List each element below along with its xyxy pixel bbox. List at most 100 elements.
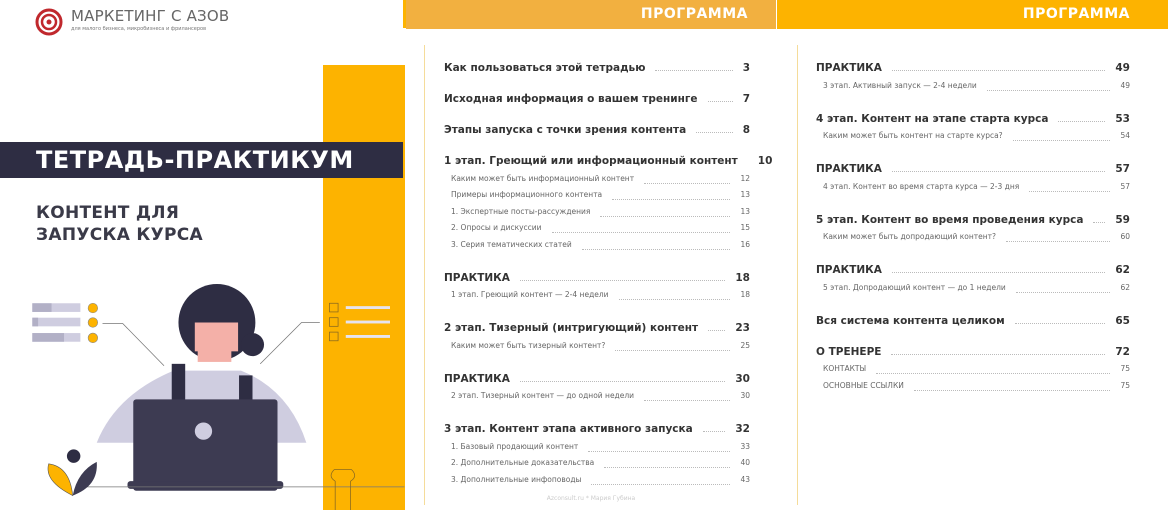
toc-entry[interactable]: 2. Дополнительные доказательства 40 xyxy=(444,455,750,472)
dot-leader xyxy=(588,450,731,452)
toc-entry[interactable]: ПРАКТИКА 30 xyxy=(444,371,750,385)
dot-leader xyxy=(876,373,1111,374)
toc-entry-title: 4 этап. Контент на этапе старта курса xyxy=(816,112,1049,125)
toc-entry-page: 13 xyxy=(740,206,750,216)
toc-entry[interactable]: КОНТАКТЫ 75 xyxy=(816,361,1130,378)
accent-strip xyxy=(403,0,406,28)
toc-entry[interactable]: Каким может быть тизерный контент? 25 xyxy=(444,337,750,354)
toc-entry[interactable]: 2. Опросы и дискуссии 15 xyxy=(444,220,750,237)
toc-entry[interactable]: 3 этап. Контент этапа активного запуска 3… xyxy=(444,421,750,435)
toc-entry-title: 5 этап. Допродающий контент — до 1 недел… xyxy=(823,282,1006,292)
toc-entry-title: Этапы запуска с точки зрения контента xyxy=(444,124,687,136)
toc-entry-title: 5 этап. Контент во время проведения курс… xyxy=(816,213,1084,226)
toc-entry[interactable]: 5 этап. Допродающий контент — до 1 недел… xyxy=(816,279,1130,296)
toc-entry[interactable]: Исходная информация о вашем тренинге 7 xyxy=(444,91,750,105)
dot-leader xyxy=(581,248,731,250)
dot-leader xyxy=(708,330,726,331)
dot-leader xyxy=(644,400,731,401)
toc-entry[interactable]: 2 этап. Тизерный (интригующий) контент 23 xyxy=(444,320,750,334)
page-header: ПРОГРАММА xyxy=(406,0,776,29)
subtitle-line: КОНТЕНТ ДЛЯ xyxy=(36,203,180,223)
toc-entry-page: 15 xyxy=(740,223,750,232)
toc-entry[interactable]: ПРАКТИКА 57 xyxy=(816,161,1130,175)
dot-leader xyxy=(1006,241,1111,242)
toc-entry-page: 12 xyxy=(740,173,750,183)
toc-entry-title: ОСНОВНЫЕ ССЫЛКИ xyxy=(823,380,904,390)
toc-entry-page: 18 xyxy=(740,290,750,299)
accent-bar xyxy=(323,65,405,510)
toc-entry-title: ПРАКТИКА xyxy=(444,271,510,284)
toc-entry-page: 72 xyxy=(1115,345,1130,358)
toc-entry[interactable]: 3. Серия тематических статей 16 xyxy=(444,236,750,253)
toc-entry-title: 3. Дополнительные инфоповоды xyxy=(451,474,582,484)
dot-leader xyxy=(519,279,726,281)
logo-name: МАРКЕТИНГ С АЗОВ xyxy=(71,7,230,25)
dot-leader xyxy=(707,101,733,102)
dot-leader xyxy=(618,299,731,300)
cover-subtitle: КОНТЕНТ ДЛЯ ЗАПУСКА КУРСА xyxy=(36,202,203,246)
toc-entry[interactable]: Вся система контента целиком 65 xyxy=(816,313,1130,327)
toc-entry[interactable]: 5 этап. Контент во время проведения курс… xyxy=(816,212,1130,226)
dot-leader xyxy=(891,171,1106,172)
toc-entry[interactable]: Каким может быть допродающий контент? 60 xyxy=(816,229,1130,246)
toc-entry-title: 1 этап. Греющий контент — 2-4 недели xyxy=(451,290,609,299)
toc-entry[interactable]: Каким может быть контент на старте курса… xyxy=(816,128,1130,145)
dot-leader xyxy=(604,467,731,468)
toc-entry-title: Каким может быть допродающий контент? xyxy=(823,232,997,241)
toc-entry-title: ПРАКТИКА xyxy=(816,163,882,175)
cover-title: ТЕТРАДЬ-ПРАКТИКУМ xyxy=(0,142,403,178)
toc-entry-page: 16 xyxy=(740,239,750,249)
dot-leader xyxy=(1014,322,1106,324)
toc-entry[interactable]: Этапы запуска с точки зрения контента 8 xyxy=(444,122,750,136)
toc-entry[interactable]: ОСНОВНЫЕ ССЫЛКИ 75 xyxy=(816,377,1130,394)
dot-leader xyxy=(591,483,731,485)
dot-leader xyxy=(1058,120,1106,122)
toc-entry-page: 62 xyxy=(1120,282,1130,292)
target-logo-icon xyxy=(35,8,63,36)
woman-laptop-illustration xyxy=(32,284,405,510)
toc-entry[interactable]: Каким может быть информационный контент 1… xyxy=(444,170,750,187)
cover-page: МАРКЕТИНГ С АЗОВ для малого бизнеса, мик… xyxy=(0,0,406,520)
toc-entry-title: Каким может быть тизерный контент? xyxy=(451,340,606,350)
toc-entry[interactable]: 1. Экспертные посты-рассуждения 13 xyxy=(444,203,750,220)
toc-entry[interactable]: 1. Базовый продающий контент 33 xyxy=(444,438,750,455)
toc-entry[interactable]: ПРАКТИКА 49 xyxy=(816,60,1130,74)
toc-entry[interactable]: 2 этап. Тизерный контент — до одной неде… xyxy=(444,388,750,405)
table-of-contents: Как пользоваться этой тетрадью 3 Исходная … xyxy=(444,60,772,488)
toc-entry-page: 8 xyxy=(742,124,750,136)
toc-entry-page: 43 xyxy=(740,474,750,484)
toc-page-left: ПРОГРАММА Как пользоваться этой тетрадью… xyxy=(406,0,776,520)
dot-leader xyxy=(612,199,731,200)
toc-entry-page: 13 xyxy=(740,190,750,199)
dot-leader xyxy=(551,232,731,233)
toc-entry-title: ПРАКТИКА xyxy=(444,372,510,385)
toc-entry-page: 33 xyxy=(740,441,750,451)
toc-entry[interactable]: ПРАКТИКА 62 xyxy=(816,262,1130,276)
dot-leader xyxy=(644,182,731,184)
toc-entry-title: 1. Экспертные посты-рассуждения xyxy=(451,206,591,216)
toc-entry[interactable]: ПРАКТИКА 18 xyxy=(444,270,750,284)
toc-entry[interactable]: 4 этап. Контент на этапе старта курса 53 xyxy=(816,111,1130,125)
toc-entry[interactable]: Примеры информационного контента 13 xyxy=(444,187,750,204)
toc-entry[interactable]: 3 этап. Активный запуск — 2-4 недели 49 xyxy=(816,77,1130,94)
toc-entry-title: Исходная информация о вашем тренинге xyxy=(444,93,698,105)
logo-tagline: для малого бизнеса, микробизнеса и фрила… xyxy=(71,26,207,32)
dot-leader xyxy=(891,70,1106,71)
toc-entry[interactable]: 1 этап. Греющий или информационный конте… xyxy=(444,153,772,167)
toc-entry-title: 2. Дополнительные доказательства xyxy=(451,458,595,467)
toc-entry-page: 30 xyxy=(740,391,750,400)
dot-leader xyxy=(891,272,1106,273)
toc-entry[interactable]: Как пользоваться этой тетрадью 3 xyxy=(444,60,750,74)
toc-entry-page: 3 xyxy=(742,62,750,74)
toc-entry[interactable]: 4 этап. Контент во время старта курса — … xyxy=(816,178,1130,195)
toc-entry[interactable]: О ТРЕНЕРЕ 72 xyxy=(816,344,1130,358)
margin-line xyxy=(797,45,798,505)
toc-entry-page: 75 xyxy=(1120,364,1130,373)
toc-entry[interactable]: 3. Дополнительные инфоповоды 43 xyxy=(444,471,750,488)
toc-entry[interactable]: 1 этап. Греющий контент — 2-4 недели 18 xyxy=(444,287,750,304)
toc-page-right: ПРОГРАММА ПРАКТИКА 49 3 этап. Активный зап… xyxy=(777,0,1168,520)
toc-entry-title: 3 этап. Активный запуск — 2-4 недели xyxy=(823,80,977,90)
toc-entry-title: Вся система контента целиком xyxy=(816,314,1005,327)
dot-leader xyxy=(1093,221,1106,223)
toc-entry-page: 40 xyxy=(740,458,750,467)
